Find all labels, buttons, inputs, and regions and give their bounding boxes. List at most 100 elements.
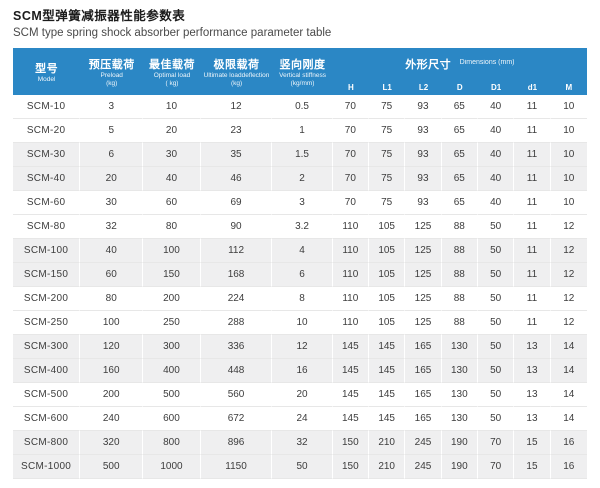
value-cell: 50	[477, 215, 515, 240]
table-row: SCM-300 120 300 336 12 145 145 165 130 50 13 14	[13, 335, 587, 360]
col-header-optimal-unit: ( kg)	[165, 80, 179, 88]
value-cell: 80	[80, 287, 144, 312]
value-cell: 200	[80, 383, 144, 408]
value-cell: 145	[332, 359, 369, 384]
col-header-preload-zh: 预压载荷	[88, 58, 135, 71]
value-cell: 5	[80, 119, 144, 144]
value-cell: 10	[550, 95, 587, 120]
value-cell: 448	[200, 359, 273, 384]
value-cell: 40	[143, 167, 201, 192]
model-cell: SCM-1000	[13, 455, 81, 480]
value-cell: 11	[514, 311, 551, 336]
value-cell: 150	[332, 431, 369, 456]
value-cell: 88	[441, 215, 478, 240]
value-cell: 50	[477, 335, 515, 360]
value-cell: 13	[514, 383, 551, 408]
value-cell: 105	[369, 311, 406, 336]
value-cell: 40	[80, 239, 144, 264]
value-cell: 105	[369, 287, 406, 312]
value-cell: 10	[550, 167, 587, 192]
table-row: SCM-40 20 40 46 2 70 75 93 65 40 11 10	[13, 167, 587, 192]
table-row: SCM-60 30 60 69 3 70 75 93 65 40 11 10	[13, 191, 587, 216]
value-cell: 16	[272, 359, 333, 384]
value-cell: 12	[200, 95, 273, 120]
value-cell: 93	[405, 119, 442, 144]
model-cell: SCM-150	[13, 263, 81, 288]
table-body: SCM-10 3 10 12 0.5 70 75 93 65 40 11 10 SCM-20 5 20 23 1…	[13, 95, 587, 480]
value-cell: 150	[332, 455, 369, 480]
table-row: SCM-200 80 200 224 8 110 105 125 88 50 11 12	[13, 287, 587, 312]
col-header-model-en: Model	[37, 75, 56, 83]
value-cell: 65	[441, 167, 478, 192]
table-row: SCM-500 200 500 560 20 145 145 165 130 50 13 14	[13, 383, 587, 408]
value-cell: 80	[143, 215, 201, 240]
value-cell: 145	[369, 407, 406, 432]
parameter-table: 型号 Model 预压载荷 Preload (kg) 最佳载荷 Optimal …	[13, 48, 587, 480]
value-cell: 125	[405, 215, 442, 240]
value-cell: 1150	[200, 455, 273, 480]
table-row: SCM-30 6 30 35 1.5 70 75 93 65 40 11 10	[13, 143, 587, 168]
value-cell: 110	[332, 263, 369, 288]
value-cell: 20	[272, 383, 333, 408]
col-header-dim-D1: D1	[477, 79, 515, 96]
col-header-dim-H: H	[332, 79, 369, 96]
col-header-dim-d1: d1	[514, 79, 551, 96]
table-row: SCM-100 40 100 112 4 110 105 125 88 50 11 12	[13, 239, 587, 264]
value-cell: 210	[369, 455, 406, 480]
value-cell: 75	[369, 95, 406, 120]
table-row: SCM-800 320 800 896 32 150 210 245 190 70 15 16	[13, 431, 587, 456]
model-cell: SCM-60	[13, 191, 81, 216]
value-cell: 14	[550, 407, 587, 432]
value-cell: 100	[143, 239, 201, 264]
value-cell: 145	[369, 359, 406, 384]
value-cell: 145	[332, 383, 369, 408]
table-row: SCM-250 100 250 288 10 110 105 125 88 50 11 12	[13, 311, 587, 336]
value-cell: 70	[332, 95, 369, 120]
value-cell: 88	[441, 263, 478, 288]
value-cell: 300	[143, 335, 201, 360]
model-cell: SCM-300	[13, 335, 81, 360]
value-cell: 105	[369, 215, 406, 240]
col-header-optimal-zh: 最佳载荷	[148, 58, 195, 71]
value-cell: 70	[332, 143, 369, 168]
value-cell: 93	[405, 143, 442, 168]
col-header-stiffness-unit: (kg/mm)	[290, 80, 315, 88]
page-subtitle: SCM type spring shock absorber performan…	[13, 26, 332, 39]
value-cell: 65	[441, 191, 478, 216]
value-cell: 11	[514, 263, 551, 288]
value-cell: 30	[80, 191, 144, 216]
col-header-dim-L1: L1	[369, 79, 406, 96]
model-cell: SCM-400	[13, 359, 81, 384]
value-cell: 560	[200, 383, 273, 408]
value-cell: 110	[332, 287, 369, 312]
value-cell: 10	[272, 311, 333, 336]
value-cell: 93	[405, 167, 442, 192]
value-cell: 12	[272, 335, 333, 360]
table-row: SCM-400 160 400 448 16 145 145 165 130 50 13 14	[13, 359, 587, 384]
value-cell: 1000	[143, 455, 201, 480]
value-cell: 40	[477, 167, 515, 192]
value-cell: 11	[514, 239, 551, 264]
value-cell: 12	[550, 287, 587, 312]
value-cell: 88	[441, 239, 478, 264]
model-cell: SCM-800	[13, 431, 81, 456]
value-cell: 896	[200, 431, 273, 456]
value-cell: 6	[272, 263, 333, 288]
value-cell: 1	[272, 119, 333, 144]
value-cell: 12	[550, 263, 587, 288]
value-cell: 130	[441, 359, 478, 384]
value-cell: 672	[200, 407, 273, 432]
value-cell: 2	[272, 167, 333, 192]
value-cell: 11	[514, 119, 551, 144]
model-cell: SCM-600	[13, 407, 81, 432]
value-cell: 165	[405, 335, 442, 360]
value-cell: 800	[143, 431, 201, 456]
dimensions-subheader-row: H L1 L2 D D1 d1 M	[13, 79, 587, 96]
value-cell: 14	[550, 383, 587, 408]
value-cell: 130	[441, 335, 478, 360]
value-cell: 13	[514, 359, 551, 384]
value-cell: 600	[143, 407, 201, 432]
col-header-preload: 预压载荷 Preload (kg)	[80, 48, 144, 96]
value-cell: 400	[143, 359, 201, 384]
value-cell: 50	[272, 455, 333, 480]
